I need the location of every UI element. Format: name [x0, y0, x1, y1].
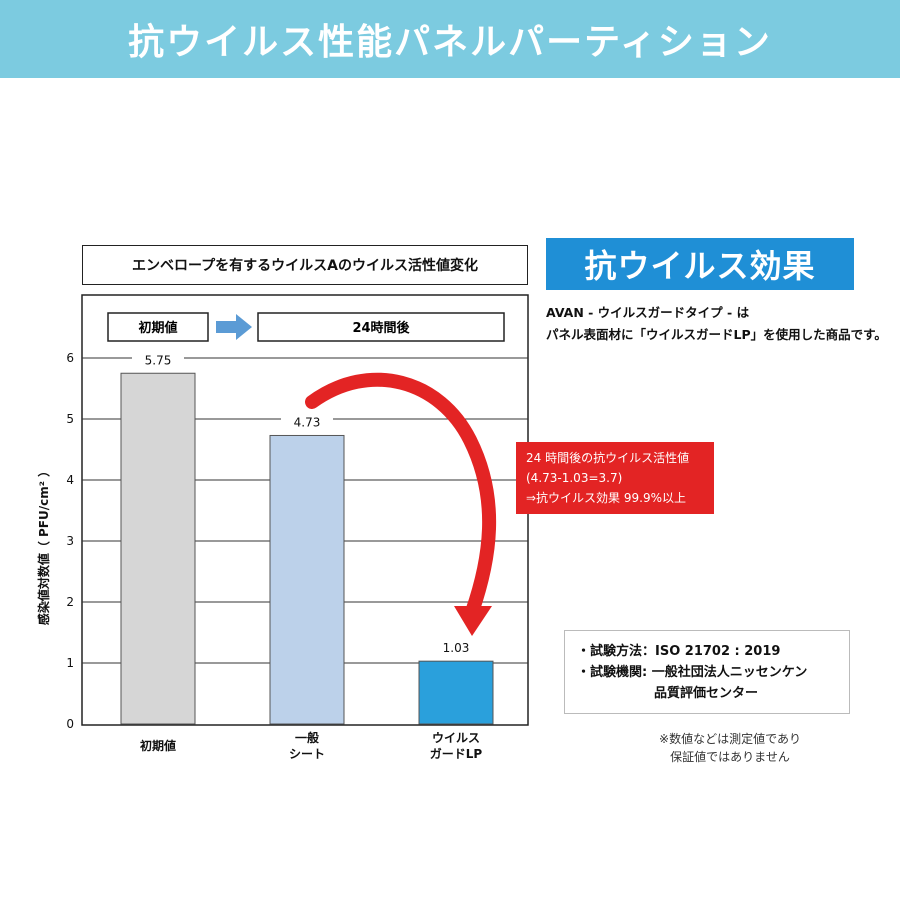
description-line-2: パネル表面材に「ウイルスガードLP」を使用した商品です。: [546, 327, 887, 342]
y-tick-label: 4: [66, 473, 74, 487]
x-tick-label: ウイルス: [432, 731, 480, 745]
value-label-bg: [430, 641, 482, 656]
activity-callout: 24 時間後の抗ウイルス活性値 (4.73-1.03=3.7) ⇒抗ウイルス効果…: [516, 442, 714, 514]
chart-title-text: エンベロープを有するウイルスAのウイルス活性値変化: [132, 258, 478, 274]
value-labels: 5.75 4.73 1.03: [132, 353, 482, 656]
test-method: ・試験方法：ISO 21702 : 2019: [577, 644, 781, 659]
phase-initial-label: 初期値: [138, 320, 177, 336]
value-label: 4.73: [294, 415, 321, 429]
reduction-arrowhead-icon: [454, 606, 492, 636]
bar: [269, 434, 345, 725]
x-tick-label: 初期値: [140, 738, 176, 753]
value-label-bg: [132, 353, 184, 368]
phase-arrow-icon: [216, 314, 252, 340]
reduction-arrow-icon: [305, 372, 497, 619]
y-tick-label: 3: [66, 534, 74, 548]
description-line-1: AVAN - ウイルスガードタイプ - は: [546, 305, 750, 320]
phase-after-label: 24時間後: [352, 320, 410, 336]
product-description: AVAN - ウイルスガードタイプ - は パネル表面材に「ウイルスガードLP」…: [546, 302, 896, 346]
callout-line-1: 24 時間後の抗ウイルス活性値: [526, 451, 690, 465]
note-line-2: 保証値ではありません: [670, 750, 790, 764]
callout-line-2: (4.73-1.03=3.7): [526, 471, 623, 485]
callout-line-3: ⇒抗ウイルス効果 99.9%以上: [526, 491, 686, 505]
bars: [120, 372, 494, 725]
note-line-1: ※数値などは測定値であり: [659, 732, 801, 746]
header-banner: 抗ウイルス性能パネルパーティション: [0, 0, 900, 78]
y-tick-label: 5: [66, 412, 74, 426]
y-tick-label: 6: [66, 351, 74, 365]
y-tick-label: 2: [66, 595, 74, 609]
x-tick-label: ガードLP: [430, 746, 483, 761]
test-organization-dept: 品質評価センター: [654, 686, 759, 701]
test-organization: ・試験機関: 一般社団法人ニッセンケン: [577, 665, 808, 680]
y-tick-label: 1: [66, 656, 74, 670]
y-tick-label: 0: [66, 717, 74, 731]
bar: [120, 372, 196, 725]
value-label: 5.75: [145, 353, 172, 367]
antivirus-effect-label: 抗ウイルス効果: [584, 247, 816, 285]
phase-initial-box: [107, 312, 209, 342]
value-label: 1.03: [443, 641, 470, 655]
disclaimer-note: ※数値などは測定値であり 保証値ではありません: [610, 730, 850, 766]
test-info-box: ・試験方法：ISO 21702 : 2019 ・試験機関: 一般社団法人ニッセン…: [564, 630, 850, 714]
chart-title: エンベロープを有するウイルスAのウイルス活性値変化: [82, 245, 528, 285]
bar: [418, 660, 494, 725]
phase-after-box: [257, 312, 505, 342]
value-label-bg: [281, 415, 333, 430]
x-tick-label: シート: [289, 747, 325, 761]
y-tick-labels: 0 1 2 3 4 5 6: [66, 351, 74, 731]
antivirus-effect-badge: 抗ウイルス効果: [546, 238, 854, 290]
page-title: 抗ウイルス性能パネルパーティション: [128, 22, 772, 63]
x-tick-label: 一般: [295, 730, 319, 745]
